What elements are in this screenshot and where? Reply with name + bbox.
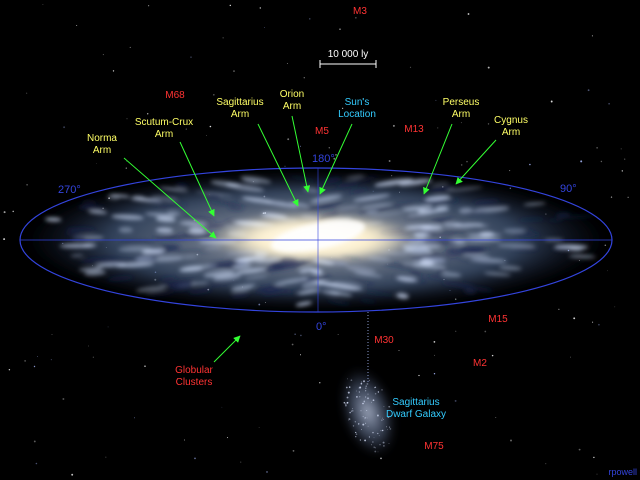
scale-bar-label: 10 000 ly (328, 49, 369, 60)
perseus-arm-label: Perseus Arm (443, 97, 480, 120)
m30-label: M30 (374, 335, 394, 346)
m5-label: M5 (315, 126, 329, 137)
angle-0-label: 0° (316, 321, 327, 333)
sun-arrow (319, 123, 353, 195)
sagittarius-dwarf-label: Sagittarius Dwarf Galaxy (386, 397, 446, 420)
angle-180-label: 180° (312, 153, 335, 165)
credit-label: rpowell (608, 467, 637, 477)
cygnus-arm-label: Cygnus Arm (494, 115, 528, 138)
m13-label: M13 (404, 124, 424, 135)
norma-arm-label: Norma Arm (87, 133, 117, 156)
scutum-crux-arrow (179, 141, 215, 217)
m2-label: M2 (473, 358, 487, 369)
scutum-crux-arm-label: Scutum-Crux Arm (135, 117, 193, 140)
m15-label: M15 (488, 314, 508, 325)
cygnus-arrow (455, 139, 497, 185)
globular-clusters-label: Globular Clusters (175, 365, 213, 388)
m68-label: M68 (165, 90, 185, 101)
scale-bar: 10 000 ly (319, 49, 377, 68)
m3-label: M3 (353, 6, 367, 17)
globular-arrow (213, 335, 241, 363)
orion-arrow (291, 115, 311, 193)
galactic-grid (19, 167, 613, 313)
angle-90-label: 90° (560, 183, 577, 195)
dwarf-galaxy-stars (343, 377, 392, 453)
angle-270-label: 270° (58, 184, 81, 196)
pointer-arrows (123, 115, 497, 363)
m75-label: M75 (424, 441, 444, 452)
norma-arrow (123, 157, 217, 239)
spiral-arm-streaks (44, 174, 596, 307)
sagittarius-dwarf-galaxy (339, 367, 397, 457)
sagittarius-arm-label: Sagittarius Arm (216, 97, 263, 120)
sagittarius-arrow (257, 123, 299, 207)
sun-location-label: Sun's Location (338, 97, 376, 120)
perseus-arrow (423, 123, 453, 195)
orion-arm-label: Orion Arm (280, 89, 304, 112)
